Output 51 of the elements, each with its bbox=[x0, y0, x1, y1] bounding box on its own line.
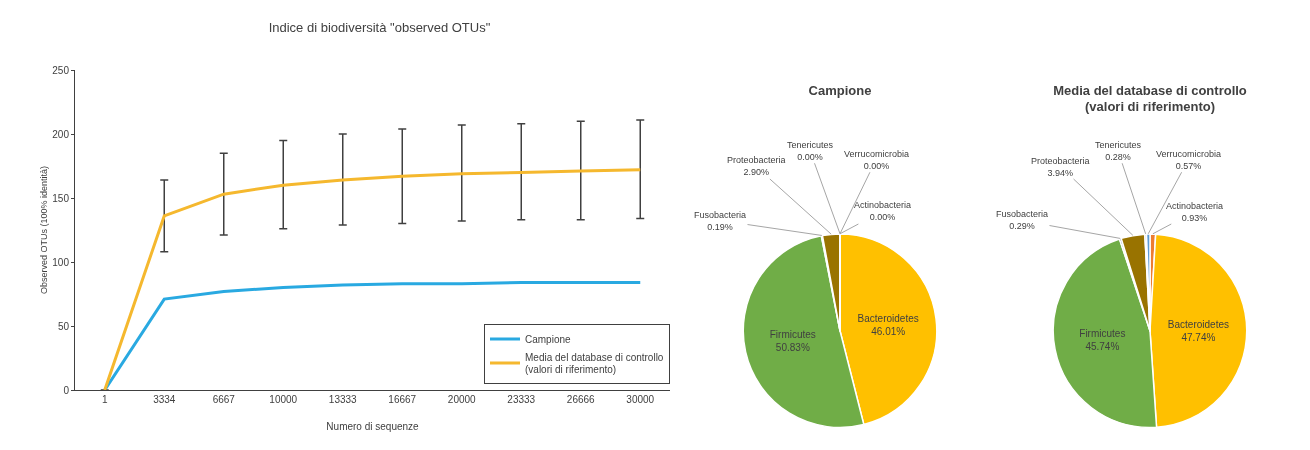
data-label: 0.19% bbox=[707, 221, 733, 232]
y-tick-label: 0 bbox=[63, 384, 70, 396]
legend-label: Campione bbox=[525, 334, 572, 345]
x-tick-label: 16667 bbox=[388, 394, 417, 405]
data-label: 50.83% bbox=[775, 342, 810, 354]
x-tick-label: 13333 bbox=[328, 394, 358, 405]
slice-label: Bacteroidetes bbox=[857, 312, 919, 324]
slice-label: Bacteroidetes bbox=[1167, 318, 1229, 330]
x-tick-label: 1 bbox=[101, 394, 108, 405]
slice-label: Firmicutes bbox=[769, 329, 816, 341]
y-tick-label: 250 bbox=[52, 64, 70, 76]
data-label: 45.74% bbox=[1085, 341, 1120, 353]
data-label: 3.94% bbox=[1047, 167, 1074, 178]
text: 0.00% bbox=[869, 211, 896, 222]
data-label: 2.90% bbox=[743, 166, 770, 177]
chart-title: Media del database di controllo (valori di riferimento) bbox=[1053, 82, 1247, 115]
category-label: Tenericutes bbox=[787, 140, 834, 150]
data-label: 46.01% bbox=[871, 325, 906, 337]
data-label: 0.29% bbox=[1009, 220, 1035, 231]
category-label: Actinobacteria bbox=[854, 200, 912, 210]
y-tick-label: 100 bbox=[52, 256, 70, 268]
y-axis-title: Observed OTUs (100% identità) bbox=[39, 165, 49, 295]
slice-label: Firmicutes bbox=[1079, 328, 1126, 340]
x-tick-label: 23333 bbox=[507, 394, 536, 405]
slice-label: Proteobacteria bbox=[727, 155, 786, 165]
x-tick-label: 26666 bbox=[566, 394, 596, 405]
slice-label: Actinobacteria bbox=[1166, 201, 1224, 211]
slice-label: Fusobacteria bbox=[996, 209, 1049, 219]
x-tick-label: 6667 bbox=[212, 394, 236, 405]
slice-label: Fusobacteria bbox=[694, 210, 747, 220]
slice-label: Verrucomicrobia bbox=[1156, 149, 1222, 159]
text: 0.00% bbox=[863, 160, 890, 171]
data-label: 0.57% bbox=[1175, 160, 1202, 171]
legend-label: Media del database di controllo (valori di riferimento) bbox=[525, 351, 664, 376]
y-tick-label: 200 bbox=[52, 128, 70, 140]
x-tick-label: 20000 bbox=[447, 394, 477, 405]
data-label: 0.28% bbox=[1105, 151, 1131, 162]
data-label: 0.93% bbox=[1181, 212, 1208, 223]
x-axis-title: Numero di sequenze bbox=[326, 421, 420, 432]
data-label: 47.74% bbox=[1181, 331, 1216, 343]
category-label: Verrucomicrobia bbox=[844, 149, 910, 159]
y-tick-label: 150 bbox=[52, 192, 70, 204]
slice-label: Proteobacteria bbox=[1031, 156, 1090, 166]
y-tick-label: 50 bbox=[57, 320, 70, 332]
slice-label: Tenericutes bbox=[1095, 140, 1142, 150]
x-tick-label: 10000 bbox=[269, 394, 298, 405]
x-tick-label: 3334 bbox=[153, 394, 176, 405]
text: 0.00% bbox=[797, 151, 823, 162]
x-tick-label: 30000 bbox=[626, 394, 655, 405]
chart-title: Campione bbox=[808, 82, 872, 98]
chart-title: Indice di biodiversità "observed OTUs" bbox=[268, 19, 491, 35]
